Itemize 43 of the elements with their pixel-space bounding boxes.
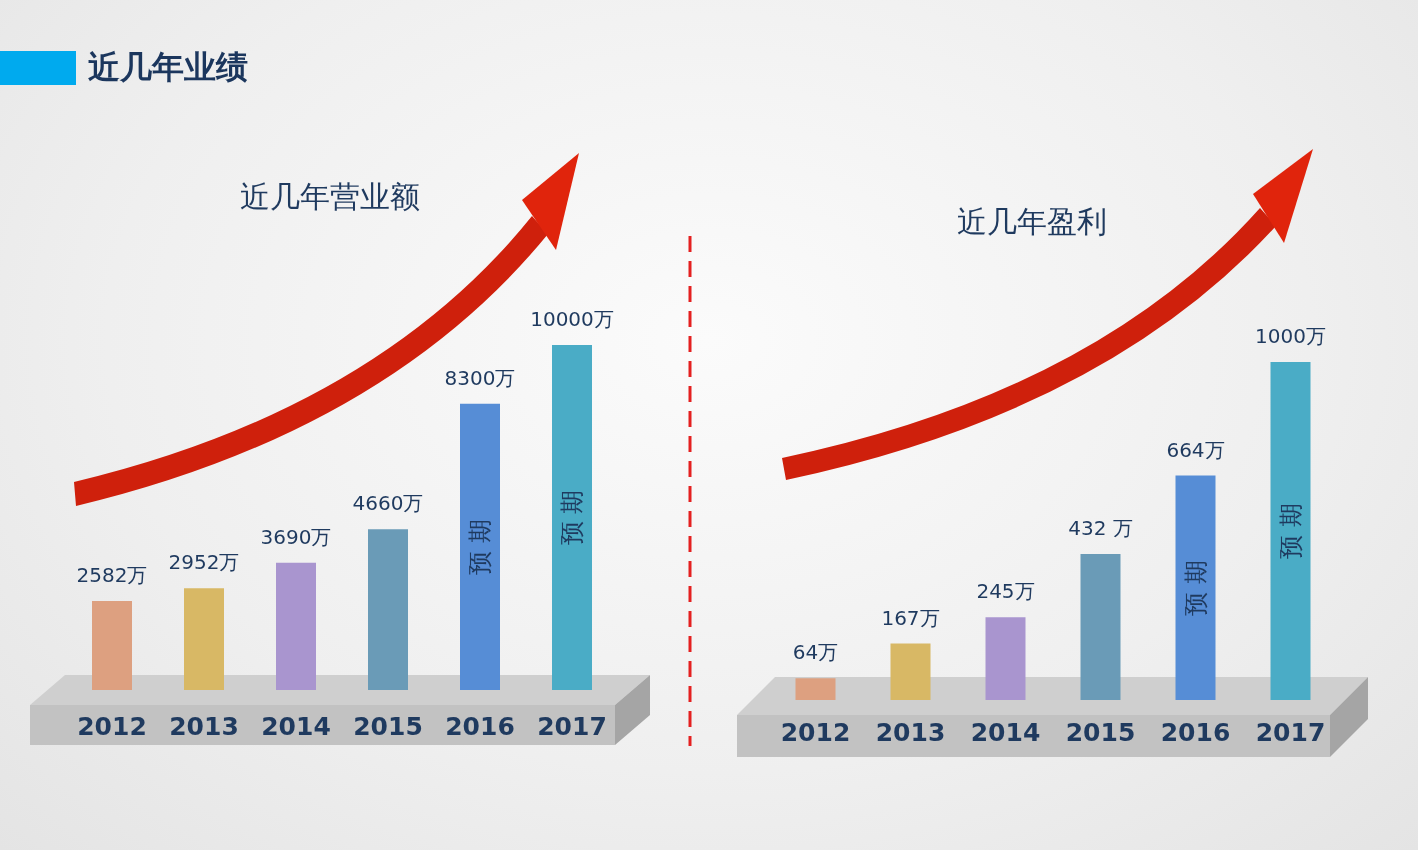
bar	[460, 403, 500, 690]
bar	[1270, 362, 1311, 700]
x-tick-label: 2016	[445, 712, 515, 741]
x-tick-label: 2015	[353, 712, 423, 741]
bar	[552, 345, 592, 690]
annotation: 预 期	[466, 519, 494, 575]
x-tick-label: 2014	[261, 712, 331, 741]
bar	[184, 588, 224, 690]
data-label: 10000万	[530, 307, 614, 331]
data-label: 1000万	[1255, 324, 1326, 348]
data-label: 3690万	[260, 524, 332, 549]
bar	[795, 678, 836, 700]
x-tick-label: 2015	[1065, 718, 1136, 747]
annotation: 预 期	[1276, 503, 1305, 559]
bar	[890, 643, 931, 700]
x-tick-label: 2014	[970, 718, 1041, 747]
text: 近几年业绩	[88, 47, 248, 88]
data-label: 664万	[1166, 437, 1225, 462]
data-label: 167万	[881, 605, 940, 630]
annotation: 预 期	[1181, 559, 1210, 616]
data-label: 245万	[976, 579, 1035, 604]
data-label: 8300万	[444, 365, 516, 390]
x-tick-label: 2016	[1160, 718, 1231, 747]
x-tick-label: 2012	[780, 718, 851, 747]
data-label: 64万	[792, 640, 839, 665]
x-tick-label: 2017	[537, 712, 607, 741]
bar	[92, 600, 132, 690]
annotation: 预 期	[558, 489, 586, 546]
chart-title: 近几年营业额	[240, 178, 420, 214]
bar	[276, 562, 316, 690]
x-tick-label: 2017	[1255, 718, 1326, 747]
bar	[1080, 553, 1121, 700]
data-label: 2582万	[76, 562, 148, 587]
x-tick-label: 2013	[169, 712, 239, 741]
bar	[1175, 475, 1216, 700]
bar	[985, 617, 1026, 700]
chart-title: 近几年盈利	[957, 203, 1107, 239]
data-label: 2952万	[168, 550, 240, 575]
data-label: 4660万	[352, 491, 424, 516]
bar	[368, 529, 408, 690]
x-tick-label: 2013	[875, 718, 946, 747]
data-label: 432 万	[1068, 515, 1133, 540]
x-tick-label: 2012	[77, 712, 147, 741]
